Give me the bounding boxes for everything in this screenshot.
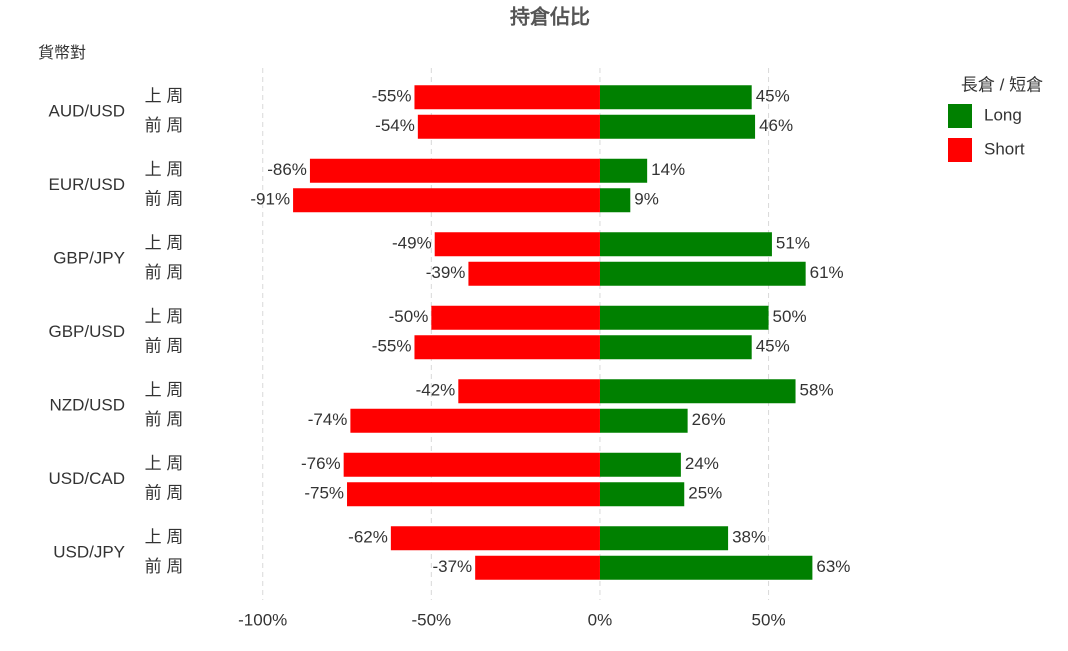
legend-label: Short bbox=[984, 139, 1025, 158]
value-label: -54% bbox=[375, 116, 415, 135]
subcategory-label: 上 周 bbox=[145, 307, 184, 326]
value-label: -86% bbox=[267, 160, 307, 179]
value-label: -55% bbox=[372, 337, 412, 356]
bar bbox=[599, 232, 772, 257]
value-label: 45% bbox=[756, 337, 790, 356]
bar bbox=[293, 188, 600, 213]
value-label: 45% bbox=[756, 87, 790, 106]
value-label: -74% bbox=[308, 410, 348, 429]
value-label: -91% bbox=[250, 190, 290, 209]
legend-key bbox=[948, 104, 972, 128]
value-label: 58% bbox=[800, 381, 834, 400]
value-label: 9% bbox=[634, 190, 659, 209]
x-tick-label: 0% bbox=[588, 610, 613, 629]
bar bbox=[599, 305, 769, 330]
bar bbox=[599, 555, 813, 580]
category-label: USD/CAD bbox=[48, 469, 125, 488]
bar bbox=[599, 114, 756, 139]
subcategory-label: 前 周 bbox=[145, 263, 184, 282]
value-label: -76% bbox=[301, 454, 341, 473]
value-label: 14% bbox=[651, 160, 685, 179]
y-axis-title: 貨幣對 bbox=[38, 44, 86, 62]
subcategory-label: 上 周 bbox=[145, 160, 184, 179]
x-tick-label: -100% bbox=[238, 610, 287, 629]
value-label: -75% bbox=[304, 484, 344, 503]
bar bbox=[390, 526, 600, 551]
subcategory-label: 上 周 bbox=[145, 234, 184, 253]
category-label: NZD/USD bbox=[49, 395, 125, 414]
subcategory-label: 上 周 bbox=[145, 87, 184, 106]
subcategory-label: 前 周 bbox=[145, 116, 184, 135]
chart-title: 持倉佔比 bbox=[510, 4, 590, 28]
value-label: -49% bbox=[392, 234, 432, 253]
bar bbox=[417, 114, 600, 139]
category-label: USD/JPY bbox=[53, 542, 125, 561]
bar bbox=[434, 232, 600, 257]
value-label: 38% bbox=[732, 528, 766, 547]
x-tick-label: -50% bbox=[411, 610, 451, 629]
bar bbox=[599, 188, 631, 213]
subcategory-label: 前 周 bbox=[145, 484, 184, 503]
category-label: GBP/JPY bbox=[53, 248, 125, 267]
value-label: 24% bbox=[685, 454, 719, 473]
value-label: -55% bbox=[372, 87, 412, 106]
value-label: -37% bbox=[432, 557, 472, 576]
bar bbox=[458, 379, 600, 404]
subcategory-label: 上 周 bbox=[145, 454, 184, 473]
value-label: 61% bbox=[810, 263, 844, 282]
legend-title: 長倉 / 短倉 bbox=[961, 75, 1043, 94]
category-label: GBP/USD bbox=[48, 322, 125, 341]
subcategory-label: 前 周 bbox=[145, 410, 184, 429]
subcategory-label: 前 周 bbox=[145, 337, 184, 356]
value-label: 51% bbox=[776, 234, 810, 253]
x-tick-label: 50% bbox=[752, 610, 786, 629]
bar bbox=[599, 482, 685, 507]
bar bbox=[599, 85, 752, 110]
bar bbox=[431, 305, 600, 330]
subcategory-label: 上 周 bbox=[145, 528, 184, 547]
value-label: 26% bbox=[692, 410, 726, 429]
legend-label: Long bbox=[984, 105, 1022, 124]
subcategory-label: 前 周 bbox=[145, 557, 184, 576]
bar bbox=[599, 452, 681, 477]
bar bbox=[350, 408, 600, 433]
value-label: 50% bbox=[773, 307, 807, 326]
bar bbox=[347, 482, 600, 507]
bar bbox=[599, 379, 796, 404]
bar bbox=[599, 408, 688, 433]
value-label: 46% bbox=[759, 116, 793, 135]
bar bbox=[309, 158, 600, 183]
bar bbox=[599, 158, 648, 183]
bar bbox=[475, 555, 600, 580]
value-label: -42% bbox=[416, 381, 456, 400]
subcategory-label: 上 周 bbox=[145, 381, 184, 400]
value-label: 25% bbox=[688, 484, 722, 503]
subcategory-label: 前 周 bbox=[145, 190, 184, 209]
value-label: -39% bbox=[426, 263, 466, 282]
bar bbox=[599, 526, 729, 551]
bar bbox=[414, 335, 600, 360]
legend-key bbox=[948, 138, 972, 162]
bar bbox=[599, 261, 806, 286]
bar bbox=[468, 261, 600, 286]
category-label: AUD/USD bbox=[48, 101, 125, 120]
category-label: EUR/USD bbox=[48, 175, 125, 194]
value-label: -50% bbox=[389, 307, 429, 326]
value-label: -62% bbox=[348, 528, 388, 547]
bar bbox=[599, 335, 752, 360]
value-label: 63% bbox=[816, 557, 850, 576]
bar bbox=[414, 85, 600, 110]
bar bbox=[343, 452, 600, 477]
